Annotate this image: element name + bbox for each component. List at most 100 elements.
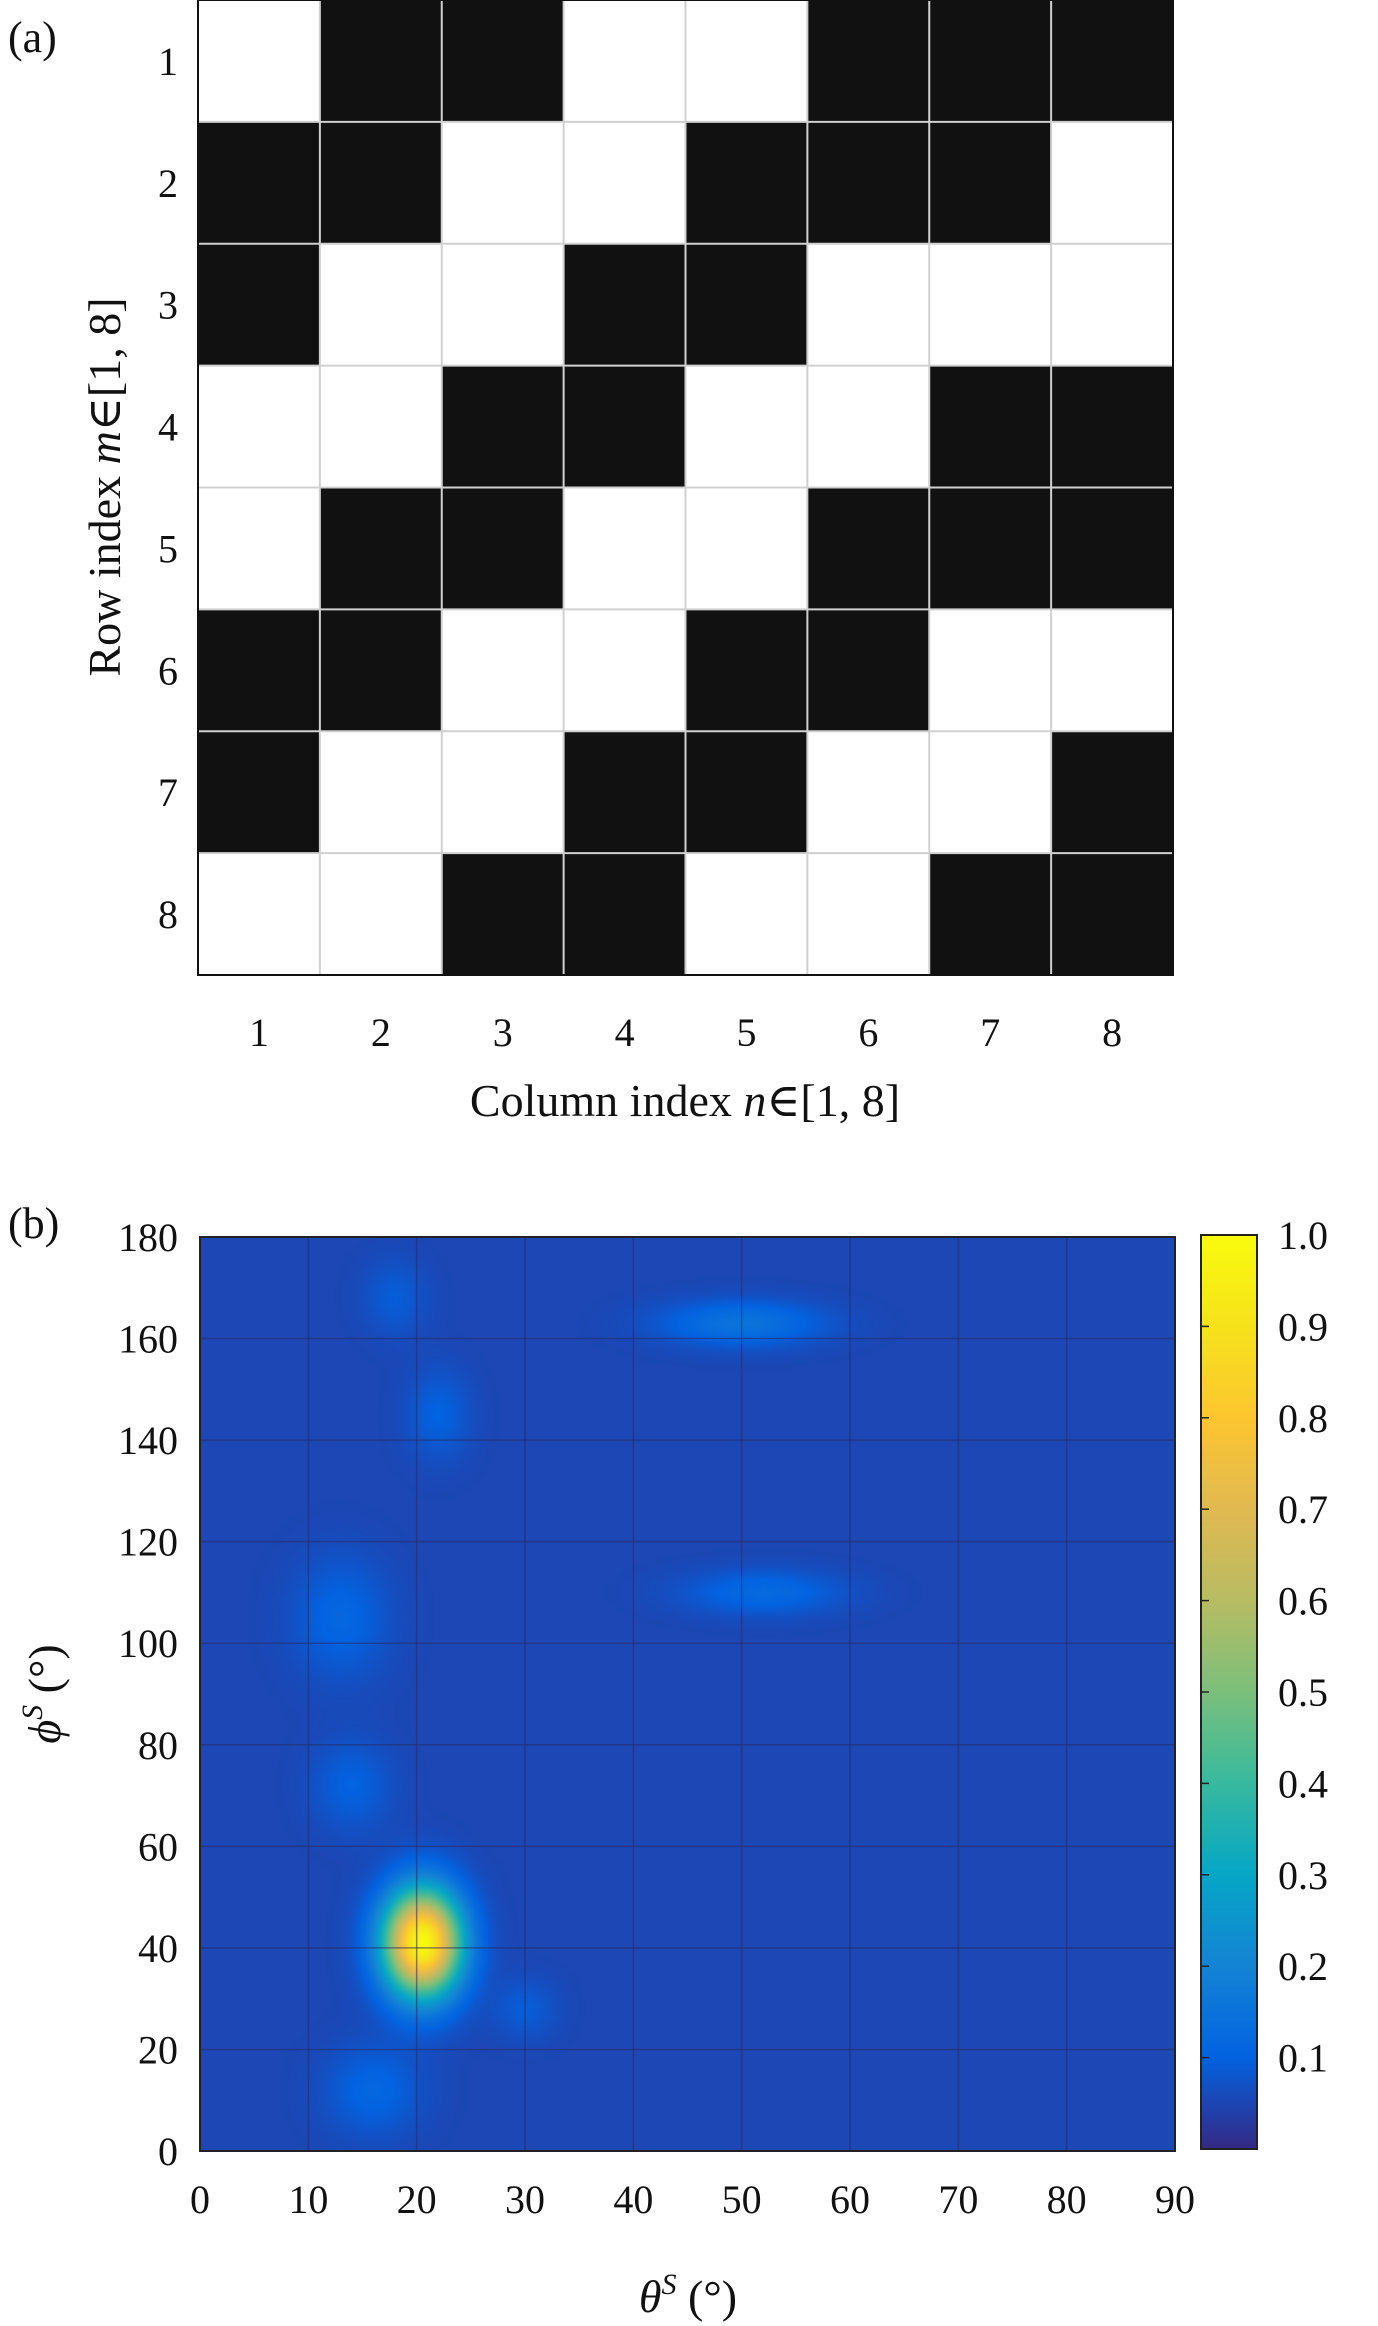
panel-a: (a) 1 2 3 4 5 6 7 8 1 2 3 4 5 6 7 8 Column index n∈[1,… [8,0,1174,1126]
cell-r4-c7 [929,365,1052,488]
x-tick-label: 7 [980,1010,1000,1055]
cell-r8-c5 [685,853,808,976]
cell-r6-c5 [685,609,808,732]
cell-r1-c6 [807,0,930,123]
cell-r8-c4 [563,853,686,976]
y-tick-label: 8 [158,892,178,937]
cell-r7-c4 [563,731,686,854]
x-tick-label: 1 [249,1010,269,1055]
cell-r5-c7 [929,487,1052,610]
cell-r4-c3 [441,365,565,488]
panel-b-y-axis-label: ϕS (°) [16,1644,70,1743]
cell-r1-c1 [198,0,321,123]
y-tick-label: 2 [158,161,178,206]
x-tick-label: 6 [858,1010,878,1055]
cell-r3-c3 [441,243,565,367]
colorbar-tick-label: 0.6 [1278,1579,1328,1624]
cell-r1-c4 [563,0,686,123]
cell-r7-c3 [441,731,565,854]
colorbar-tick-label: 1.0 [1278,1213,1328,1258]
cell-r7-c1 [198,731,321,854]
y-tick-label: 3 [158,283,178,328]
panel-b-y-ticks: 0 20 40 60 80 100 120 140 160 180 [118,1215,178,2174]
x-tick-label: 3 [493,1010,513,1055]
x-tick-label: 80 [1047,2177,1087,2222]
panel-a-label: (a) [8,13,57,62]
cell-r1-c5 [685,0,808,123]
x-tick-label: 0 [190,2177,210,2222]
x-tick-label: 10 [288,2177,328,2222]
y-tick-label: 0 [158,2129,178,2174]
cell-r7-c5 [685,731,808,854]
cell-r6-c7 [929,609,1052,732]
cell-r6-c6 [807,609,930,732]
panel-b: (b) 0 10 20 30 40 50 60 70 80 90 0 20 40 60 80 100 120 1… [8,1199,1328,2322]
panel-a-y-axis-label: Row index m∈[1, 8] [79,297,130,676]
x-tick-label: 70 [938,2177,978,2222]
panel-b-label: (b) [8,1199,59,1248]
cell-r8-c2 [319,853,443,976]
y-tick-label: 20 [138,2027,178,2072]
x-tick-label: 30 [505,2177,545,2222]
x-tick-label: 20 [397,2177,437,2222]
cell-r7-c6 [807,731,930,854]
panel-a-y-ticks: 1 2 3 4 5 6 7 8 [158,39,178,937]
cell-r3-c7 [929,243,1052,367]
cell-r8-c7 [929,853,1052,976]
panel-a-frame [197,0,1174,976]
y-tick-label: 160 [118,1317,178,1362]
cell-r6-c4 [563,609,686,732]
panel-b-grid [200,1237,1175,2151]
x-tick-label: 8 [1102,1010,1122,1055]
cell-r3-c4 [563,243,686,367]
colorbar-tick-label: 0.1 [1278,2036,1328,2081]
cell-r3-c6 [807,243,930,367]
cell-r2-c8 [1051,121,1174,245]
cell-r6-c3 [441,609,565,732]
y-tick-label: 80 [138,1723,178,1768]
cell-r4-c4 [563,365,686,488]
cell-r7-c7 [929,731,1052,854]
y-tick-label: 60 [138,1824,178,1869]
cell-r4-c5 [685,365,808,488]
panel-a-x-axis-label: Column index n∈[1, 8] [470,1075,900,1126]
x-tick-label: 50 [722,2177,762,2222]
cell-r7-c8 [1051,731,1174,854]
panel-b-heatmap-image [200,1237,1175,2151]
cell-r6-c1 [198,609,321,732]
cell-r3-c5 [685,243,808,367]
cell-r1-c2 [319,0,443,123]
cell-r5-c6 [807,487,930,610]
cell-r8-c8 [1051,853,1174,976]
y-tick-label: 4 [158,405,178,450]
colorbar-ticks: 0.1 0.2 0.3 0.4 0.5 0.6 0.7 0.8 0.9 1.0 [1201,1213,1328,2081]
y-tick-label: 5 [158,526,178,571]
cell-r6-c2 [319,609,443,732]
cell-r8-c3 [441,853,565,976]
cell-r2-c4 [563,121,686,245]
cell-r4-c2 [319,365,443,488]
cell-r3-c2 [319,243,443,367]
cell-r2-c1 [198,121,321,245]
panel-a-cells [198,0,1174,976]
x-tick-label: 2 [371,1010,391,1055]
cell-r1-c7 [929,0,1052,123]
cell-r5-c2 [319,487,443,610]
x-tick-label: 4 [615,1010,635,1055]
panel-a-grid [198,0,1173,975]
cell-r6-c8 [1051,609,1174,732]
cell-r8-c1 [198,853,321,976]
cell-r3-c8 [1051,243,1174,367]
cell-r5-c5 [685,487,808,610]
y-tick-label: 100 [118,1621,178,1666]
colorbar-tick-label: 0.8 [1278,1396,1328,1441]
y-tick-label: 140 [118,1418,178,1463]
colorbar-tick-label: 0.9 [1278,1304,1328,1349]
panel-b-frame [199,1236,1176,2152]
y-tick-label: 6 [158,648,178,693]
cell-r1-c3 [441,0,565,123]
colorbar-tick-label: 0.5 [1278,1670,1328,1715]
colorbar-tick-label: 0.7 [1278,1487,1328,1532]
y-tick-label: 180 [118,1215,178,1260]
